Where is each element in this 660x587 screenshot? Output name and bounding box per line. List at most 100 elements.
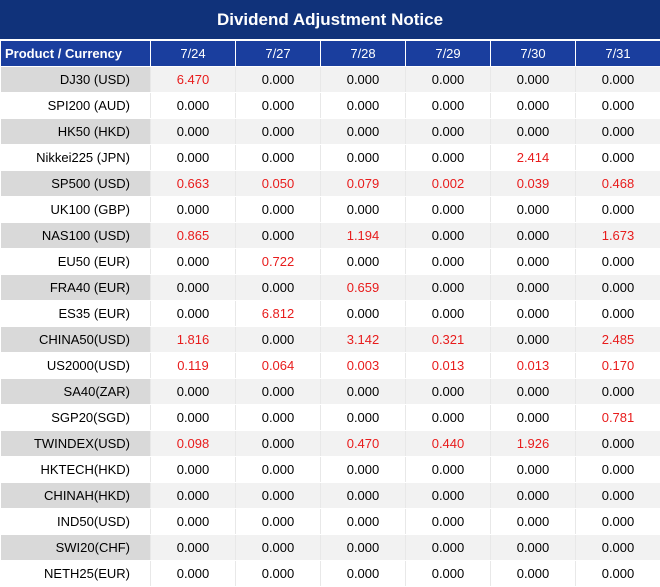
dividend-value: 0.000	[320, 118, 406, 145]
dividend-value: 0.000	[405, 300, 491, 327]
dividend-table: Product / Currency 7/24 7/27 7/28 7/29 7…	[0, 40, 660, 587]
dividend-value: 0.663	[150, 170, 236, 197]
dividend-value: 0.000	[490, 196, 576, 223]
dividend-value: 0.003	[320, 352, 406, 379]
dividend-value: 0.000	[235, 404, 321, 431]
dividend-value: 0.000	[150, 248, 236, 275]
dividend-value: 0.000	[235, 508, 321, 535]
dividend-value: 0.659	[320, 274, 406, 301]
table-row: CHINAH(HKD) 0.000 0.000 0.000 0.000 0.000 0.00…	[0, 482, 660, 509]
table-row: SP500 (USD) 0.663 0.050 0.079 0.002 0.039 0.46…	[0, 170, 660, 197]
product-name: IND50(USD)	[0, 508, 151, 535]
dividend-value: 0.000	[405, 534, 491, 561]
column-header-date: 7/30	[490, 40, 576, 67]
table-row: TWINDEX(USD) 0.098 0.000 0.470 0.440 1.926 0.0…	[0, 430, 660, 457]
product-name: SWI20(CHF)	[0, 534, 151, 561]
dividend-value: 0.050	[235, 170, 321, 197]
dividend-value: 0.000	[575, 66, 660, 93]
product-name: Nikkei225 (JPN)	[0, 144, 151, 171]
dividend-value: 0.000	[575, 196, 660, 223]
dividend-value: 0.000	[575, 560, 660, 587]
product-name: SPI200 (AUD)	[0, 92, 151, 119]
dividend-value: 1.673	[575, 222, 660, 249]
dividend-value: 0.000	[490, 378, 576, 405]
dividend-value: 0.000	[235, 482, 321, 509]
table-row: UK100 (GBP) 0.000 0.000 0.000 0.000 0.000 0.00…	[0, 196, 660, 223]
dividend-value: 0.722	[235, 248, 321, 275]
table-row: SGP20(SGD) 0.000 0.000 0.000 0.000 0.000 0.781	[0, 404, 660, 431]
product-name: SGP20(SGD)	[0, 404, 151, 431]
column-header-date: 7/24	[150, 40, 236, 67]
dividend-value: 0.000	[490, 300, 576, 327]
dividend-value: 0.170	[575, 352, 660, 379]
dividend-value: 0.000	[150, 118, 236, 145]
dividend-value: 0.000	[405, 508, 491, 535]
product-name: CHINA50(USD)	[0, 326, 151, 353]
dividend-value: 0.470	[320, 430, 406, 457]
table-row: SA40(ZAR) 0.000 0.000 0.000 0.000 0.000 0.000	[0, 378, 660, 405]
header-row: Product / Currency 7/24 7/27 7/28 7/29 7…	[0, 40, 660, 67]
dividend-value: 0.000	[320, 482, 406, 509]
dividend-value: 0.000	[575, 456, 660, 483]
dividend-value: 0.000	[405, 482, 491, 509]
product-name: FRA40 (EUR)	[0, 274, 151, 301]
dividend-value: 0.013	[405, 352, 491, 379]
dividend-value: 0.000	[235, 144, 321, 171]
dividend-value: 0.000	[490, 66, 576, 93]
dividend-value: 0.119	[150, 352, 236, 379]
dividend-value: 0.468	[575, 170, 660, 197]
dividend-value: 0.079	[320, 170, 406, 197]
dividend-value: 0.000	[490, 508, 576, 535]
dividend-value: 0.000	[235, 222, 321, 249]
product-name: CHINAH(HKD)	[0, 482, 151, 509]
table-row: IND50(USD) 0.000 0.000 0.000 0.000 0.000 0.000	[0, 508, 660, 535]
dividend-value: 0.000	[490, 326, 576, 353]
dividend-value: 0.000	[235, 274, 321, 301]
dividend-value: 0.000	[320, 456, 406, 483]
product-name: EU50 (EUR)	[0, 248, 151, 275]
dividend-value: 0.000	[575, 274, 660, 301]
dividend-value: 0.000	[575, 92, 660, 119]
dividend-value: 0.000	[490, 118, 576, 145]
dividend-value: 0.000	[320, 560, 406, 587]
dividend-value: 0.000	[490, 222, 576, 249]
dividend-value: 0.013	[490, 352, 576, 379]
dividend-value: 0.000	[150, 274, 236, 301]
product-name: HKTECH(HKD)	[0, 456, 151, 483]
dividend-value: 0.000	[320, 534, 406, 561]
dividend-value: 0.000	[235, 92, 321, 119]
dividend-value: 3.142	[320, 326, 406, 353]
dividend-value: 0.000	[405, 378, 491, 405]
dividend-value: 0.000	[320, 92, 406, 119]
dividend-value: 0.000	[405, 404, 491, 431]
dividend-value: 0.781	[575, 404, 660, 431]
dividend-value: 0.000	[235, 456, 321, 483]
product-name: TWINDEX(USD)	[0, 430, 151, 457]
dividend-value: 0.000	[150, 378, 236, 405]
column-header-product: Product / Currency	[0, 40, 151, 67]
product-name: SA40(ZAR)	[0, 378, 151, 405]
dividend-value: 0.000	[490, 248, 576, 275]
product-name: DJ30 (USD)	[0, 66, 151, 93]
dividend-value: 0.000	[320, 300, 406, 327]
dividend-value: 0.000	[150, 534, 236, 561]
table-row: HKTECH(HKD) 0.000 0.000 0.000 0.000 0.000 0.00…	[0, 456, 660, 483]
dividend-value: 0.000	[490, 560, 576, 587]
dividend-value: 0.000	[490, 404, 576, 431]
dividend-value: 0.000	[235, 118, 321, 145]
dividend-value: 0.000	[575, 378, 660, 405]
table-row: NAS100 (USD) 0.865 0.000 1.194 0.000 0.000 1.6…	[0, 222, 660, 249]
dividend-value: 0.002	[405, 170, 491, 197]
product-name: SP500 (USD)	[0, 170, 151, 197]
product-name: ES35 (EUR)	[0, 300, 151, 327]
dividend-value: 0.000	[405, 196, 491, 223]
dividend-value: 0.000	[150, 144, 236, 171]
dividend-value: 0.000	[575, 118, 660, 145]
dividend-value: 0.321	[405, 326, 491, 353]
dividend-value: 0.000	[150, 404, 236, 431]
dividend-value: 0.000	[405, 144, 491, 171]
dividend-value: 0.000	[490, 274, 576, 301]
table-row: FRA40 (EUR) 0.000 0.000 0.659 0.000 0.000 0.00…	[0, 274, 660, 301]
table-row: CHINA50(USD) 1.816 0.000 3.142 0.321 0.000 2.4…	[0, 326, 660, 353]
dividend-value: 0.000	[235, 326, 321, 353]
